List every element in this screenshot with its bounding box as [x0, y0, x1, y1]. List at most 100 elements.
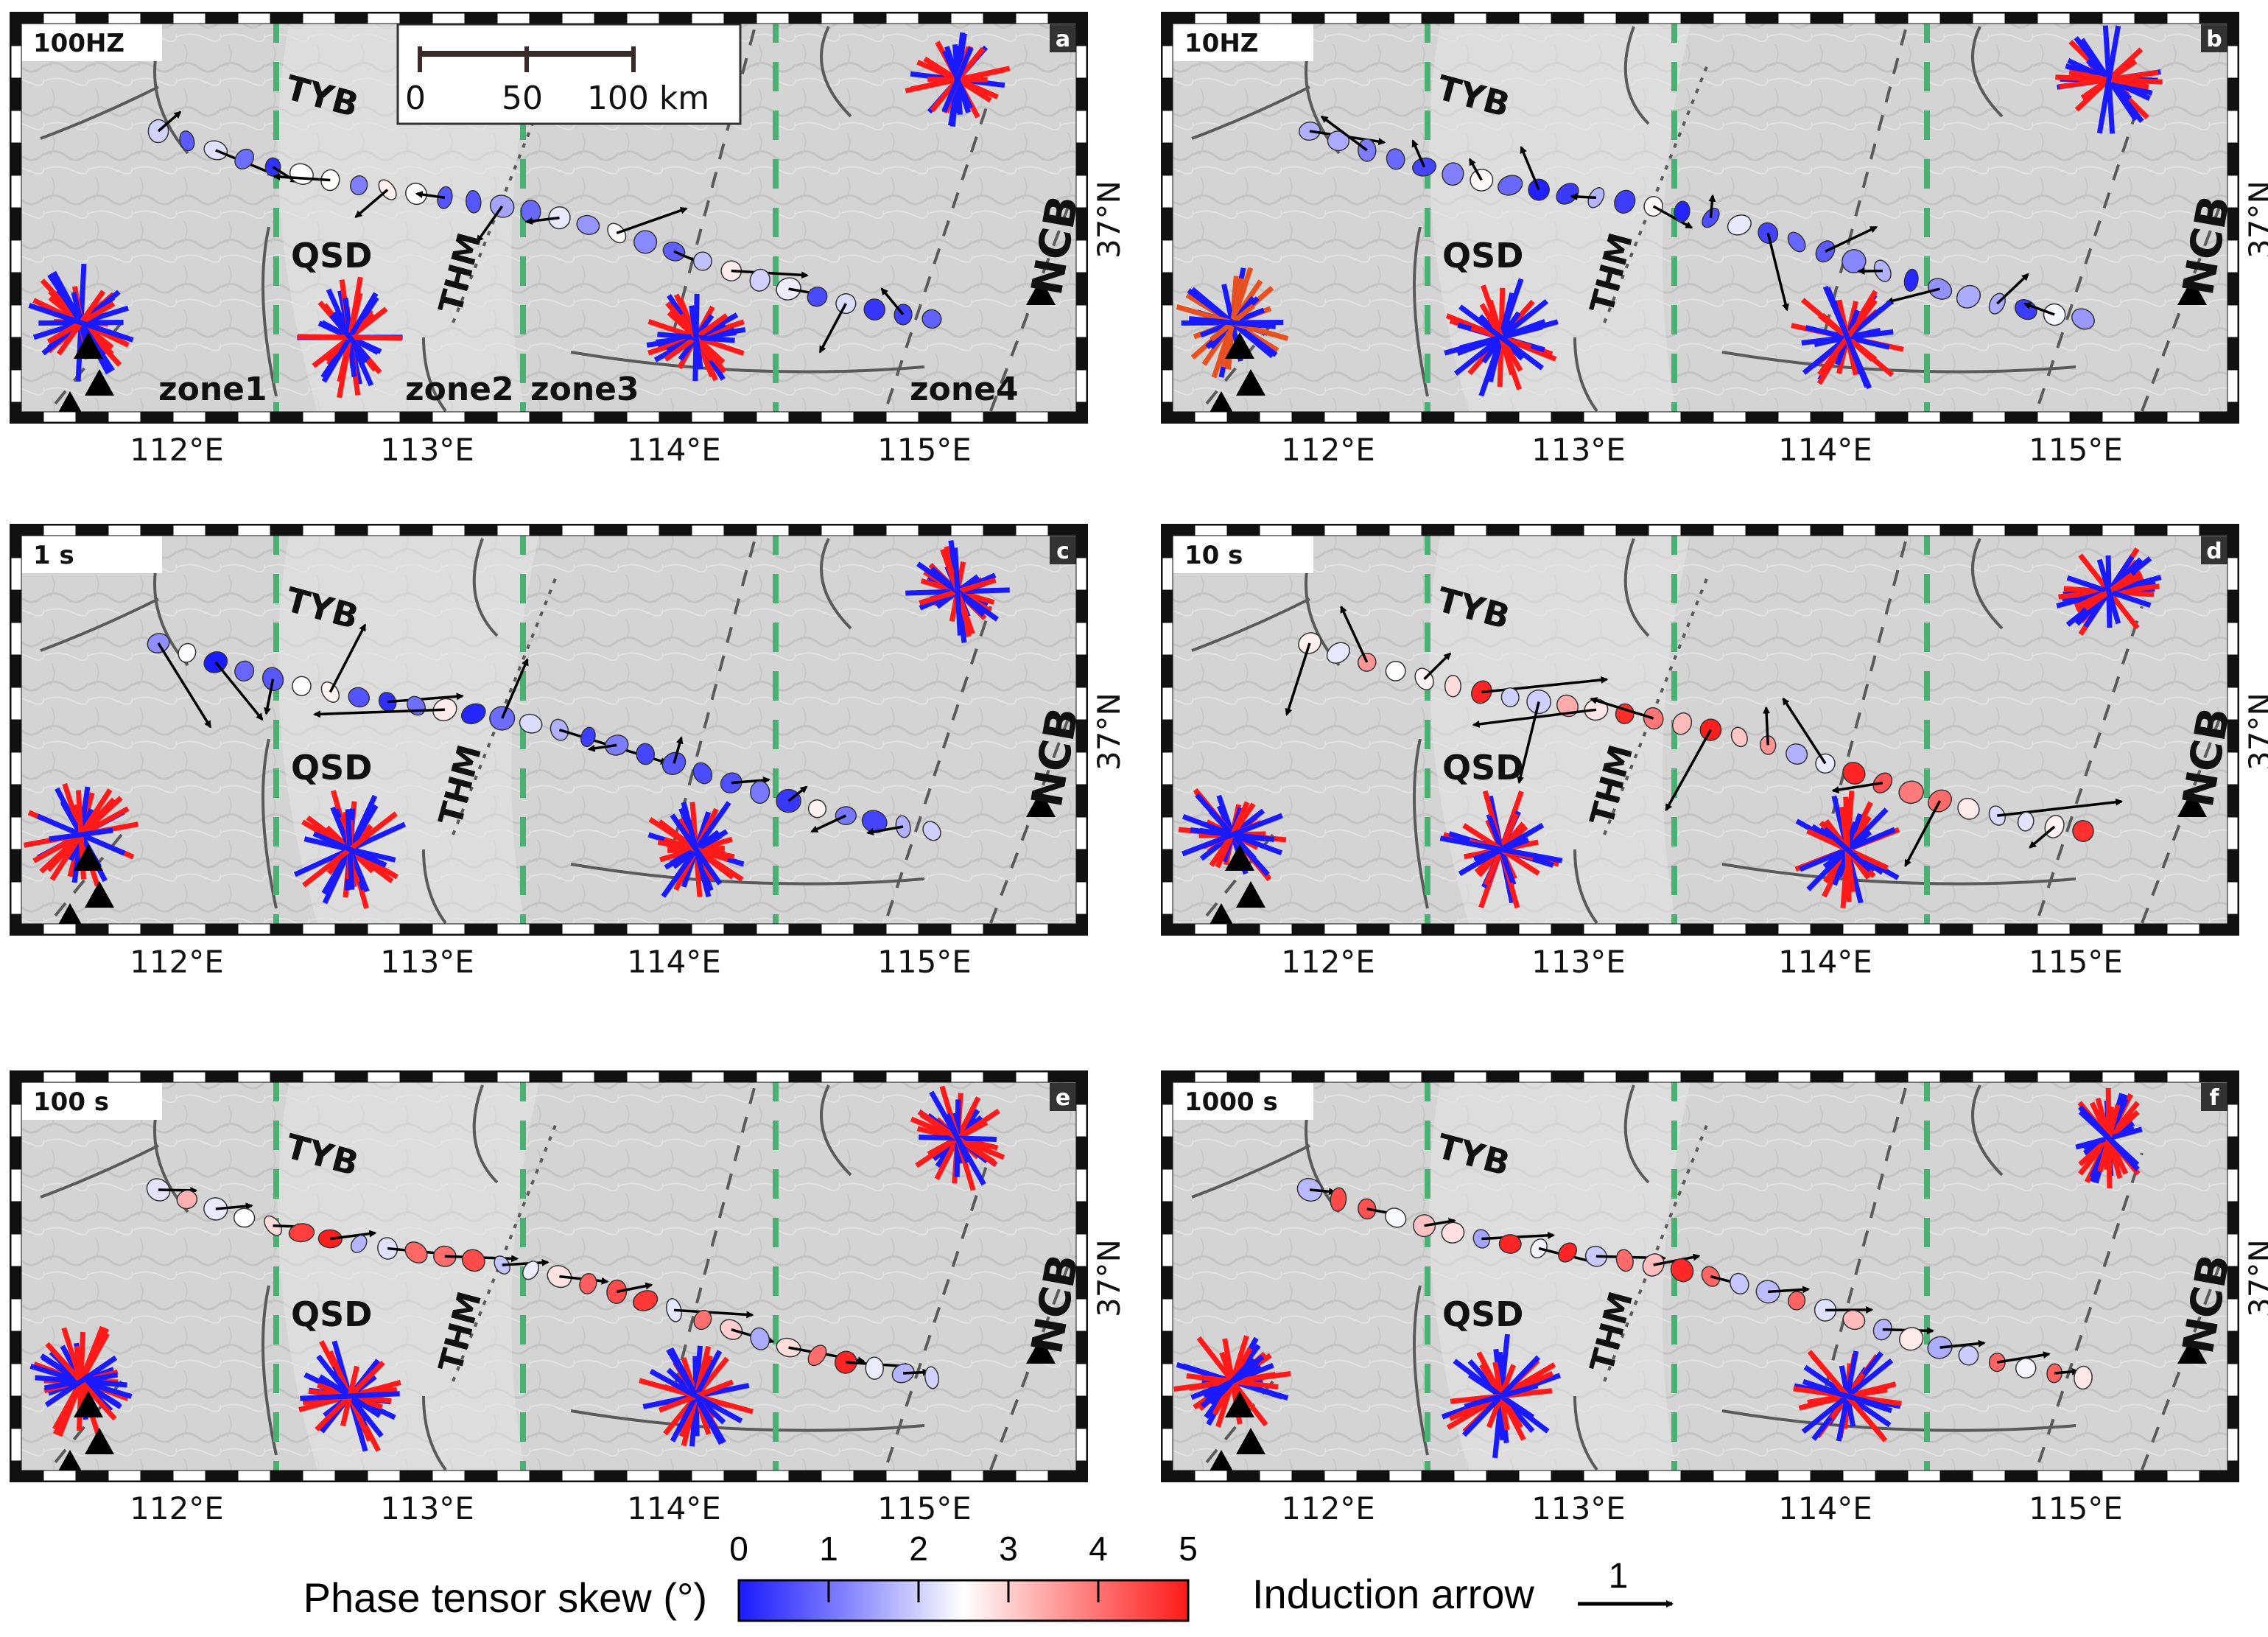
rose-petal — [1439, 835, 1563, 863]
induction-arrow — [215, 1202, 253, 1210]
longitude-tick: 114°E — [1778, 1490, 1872, 1526]
panel-letter: a — [1056, 27, 1070, 52]
phase-tensor-ellipse — [750, 780, 770, 805]
colorbar-label: Phase tensor skew (°) — [303, 1574, 707, 1621]
fault-line — [1413, 1285, 1429, 1456]
phase-tensor-ellipse — [1730, 1272, 1749, 1294]
zone-label-4: zone4 — [910, 371, 1019, 408]
zone-label-2: zone2 — [405, 371, 514, 408]
induction-arrow — [502, 1258, 550, 1266]
induction-arrow — [476, 206, 504, 243]
inferred-fault — [2037, 1152, 2144, 1463]
fault-line — [1721, 351, 2076, 374]
phase-tensor-ellipse — [1643, 707, 1664, 730]
fault-line — [570, 351, 925, 374]
fault-line — [1971, 1084, 2004, 1177]
phase-tensor-ellipse — [1788, 1291, 1806, 1311]
phase-tensor-ellipse — [807, 1345, 827, 1367]
station-triangle — [1207, 903, 1236, 930]
induction-arrow — [214, 661, 264, 721]
induction-arrow — [2029, 825, 2056, 849]
rose-petal — [1182, 813, 1283, 857]
phase-tensor-ellipse — [835, 806, 857, 825]
phase-tensor-ellipse — [2071, 308, 2095, 330]
longitude-tick: 115°E — [2029, 432, 2123, 468]
basin-label-qsd: QSD — [291, 236, 372, 276]
phase-tensor-ellipse — [1957, 797, 1980, 820]
station-triangle — [55, 1450, 85, 1476]
latitude-tick: 37°N — [1091, 180, 1127, 259]
phase-tensor-ellipse — [1898, 780, 1924, 805]
inferred-fault — [989, 197, 1073, 412]
fault-line — [820, 26, 852, 118]
period-label: 10HZ — [1184, 29, 1258, 58]
fault-line — [1971, 26, 2004, 118]
phase-tensor-ellipse — [1958, 1345, 1979, 1366]
induction-arrow — [1763, 706, 1771, 746]
induction-arrow — [616, 1282, 653, 1294]
induction-arrow — [330, 1230, 377, 1241]
fault-line — [1573, 337, 1598, 413]
induction-arrow — [387, 693, 464, 704]
ncb-triangle — [1026, 791, 1056, 817]
relief-background — [1162, 1072, 2238, 1481]
phase-tensor-ellipse — [865, 1356, 884, 1380]
inferred-fault — [989, 709, 1073, 924]
phase-tensor-ellipse — [460, 703, 486, 725]
phase-tensor-ellipse — [2072, 819, 2094, 842]
basin-label-qsd: QSD — [1442, 748, 1523, 788]
phase-tensor-ellipse — [179, 130, 195, 152]
phase-tensor-ellipse — [579, 1272, 597, 1294]
fault-line — [422, 337, 447, 413]
period-label: 100HZ — [33, 29, 124, 58]
induction-arrow — [903, 1368, 930, 1376]
fault-line — [570, 1409, 925, 1432]
induction-arrow — [787, 785, 808, 802]
induction-arrow — [673, 736, 684, 764]
panel-letter: e — [1056, 1085, 1070, 1111]
longitude-tick: 113°E — [380, 944, 474, 980]
phase-tensor-ellipse — [749, 268, 770, 292]
longitude-tick: 114°E — [627, 944, 721, 980]
induction-arrow — [1904, 800, 1942, 867]
phase-tensor-ellipse — [1927, 278, 1953, 300]
fault-line — [40, 597, 159, 652]
inferred-fault — [886, 94, 992, 404]
station-triangle — [1236, 369, 1265, 396]
longitude-tick: 114°E — [627, 1490, 721, 1526]
inferred-fault — [1824, 1084, 1908, 1389]
phase-tensor-ellipse — [404, 1241, 428, 1263]
phase-tensor-ellipse — [1873, 259, 1892, 282]
induction-arrow — [1939, 1339, 1986, 1349]
station-triangle — [1207, 1450, 1236, 1476]
longitude-tick: 112°E — [130, 944, 224, 980]
phase-tensor-ellipse — [1671, 712, 1693, 735]
induction-arrow-value: 1 — [1609, 1557, 1629, 1596]
induction-arrow — [1411, 139, 1426, 168]
induction-arrow — [1570, 192, 1596, 200]
phase-tensor-ellipse — [348, 687, 370, 708]
panel-letter-box — [1050, 24, 1076, 52]
phase-tensor-ellipse — [1699, 718, 1722, 741]
phase-tensor-ellipse — [1442, 162, 1464, 186]
panel-letter-box — [2201, 1083, 2227, 1111]
fault-line — [422, 1395, 447, 1471]
zone-label-3: zone3 — [530, 371, 639, 408]
fault-line — [1623, 1084, 1650, 1184]
phase-tensor-ellipse — [519, 713, 543, 734]
fault-line — [1573, 849, 1598, 925]
phase-tensor-ellipse — [2017, 811, 2034, 832]
panel-letter-box — [2201, 24, 2227, 52]
phase-tensor-ellipse — [1615, 1249, 1634, 1272]
induction-arrow — [1424, 1218, 1456, 1227]
fault-line — [820, 538, 852, 630]
longitude-tick: 112°E — [1281, 944, 1375, 980]
phase-tensor-ellipse — [632, 1290, 659, 1311]
induction-arrow — [1340, 605, 1369, 663]
fault-line — [261, 1285, 278, 1456]
station-triangle — [1236, 1428, 1265, 1454]
